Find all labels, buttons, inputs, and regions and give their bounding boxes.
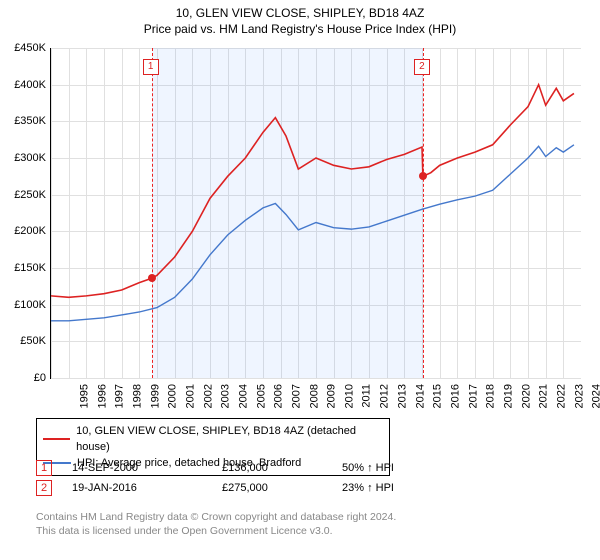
x-tick-label: 1997 [114,384,126,408]
x-tick-label: 2012 [379,384,391,408]
x-tick-label: 2021 [538,384,550,408]
x-tick-label: 2013 [396,384,408,408]
y-tick-label: £450K [2,42,46,54]
chart-title-line1: 10, GLEN VIEW CLOSE, SHIPLEY, BD18 4AZ [0,6,600,20]
x-tick-label: 2022 [555,384,567,408]
x-tick-label: 2004 [237,384,249,408]
x-tick-label: 2020 [520,384,532,408]
x-tick-label: 2009 [326,384,338,408]
transaction-price: £136,000 [222,462,342,474]
footer-line2: This data is licensed under the Open Gov… [36,524,396,538]
y-tick-label: £150K [2,262,46,274]
x-tick-label: 2014 [414,384,426,408]
transaction-marker [148,274,156,282]
legend-label: 10, GLEN VIEW CLOSE, SHIPLEY, BD18 4AZ (… [76,423,383,455]
transaction-date: 14-SEP-2000 [72,462,222,474]
transaction-row: 2 19-JAN-2016£275,00023% ↑ HPI [36,480,394,496]
series-line-hpi [51,145,574,321]
x-tick-label: 2003 [220,384,232,408]
chart-plot-area [50,48,581,379]
y-tick-label: £350K [2,115,46,127]
transaction-pct: 50% ↑ HPI [342,462,394,474]
transaction-tag: 2 [414,59,430,75]
x-tick-label: 2006 [273,384,285,408]
x-tick-label: 2005 [255,384,267,408]
chart-title-block: 10, GLEN VIEW CLOSE, SHIPLEY, BD18 4AZ P… [0,6,600,36]
x-tick-label: 2024 [591,384,600,408]
legend-swatch [43,438,70,440]
x-tick-label: 2018 [485,384,497,408]
x-tick-label: 2023 [573,384,585,408]
x-tick-label: 2007 [290,384,302,408]
chart-title-line2: Price paid vs. HM Land Registry's House … [0,22,600,36]
gridline-horizontal [51,378,581,379]
y-tick-label: £50K [2,335,46,347]
x-tick-label: 2017 [467,384,479,408]
series-svg [51,48,581,378]
footer-line1: Contains HM Land Registry data © Crown c… [36,510,396,524]
x-tick-label: 2000 [167,384,179,408]
y-tick-label: £100K [2,299,46,311]
y-tick-label: £400K [2,79,46,91]
legend-item: 10, GLEN VIEW CLOSE, SHIPLEY, BD18 4AZ (… [43,423,383,455]
x-tick-label: 1996 [96,384,108,408]
x-tick-label: 2019 [502,384,514,408]
series-line-price_paid [51,85,574,298]
x-tick-label: 1998 [131,384,143,408]
x-tick-label: 2015 [432,384,444,408]
x-tick-label: 2002 [202,384,214,408]
y-tick-label: £0 [2,372,46,384]
transaction-row: 1 14-SEP-2000£136,00050% ↑ HPI [36,460,394,476]
transaction-price: £275,000 [222,482,342,494]
transaction-pct: 23% ↑ HPI [342,482,394,494]
transaction-marker [419,172,427,180]
y-tick-label: £300K [2,152,46,164]
x-tick-label: 2010 [343,384,355,408]
x-tick-label: 1999 [149,384,161,408]
transaction-tag-small: 1 [36,460,52,476]
x-tick-label: 1995 [78,384,90,408]
y-tick-label: £250K [2,189,46,201]
x-tick-label: 2016 [449,384,461,408]
chart-footer: Contains HM Land Registry data © Crown c… [36,510,396,538]
x-tick-label: 2011 [360,384,372,408]
transaction-tag-small: 2 [36,480,52,496]
x-tick-label: 2001 [184,384,196,408]
y-tick-label: £200K [2,225,46,237]
transaction-date: 19-JAN-2016 [72,482,222,494]
transaction-tag: 1 [143,59,159,75]
x-tick-label: 2008 [308,384,320,408]
